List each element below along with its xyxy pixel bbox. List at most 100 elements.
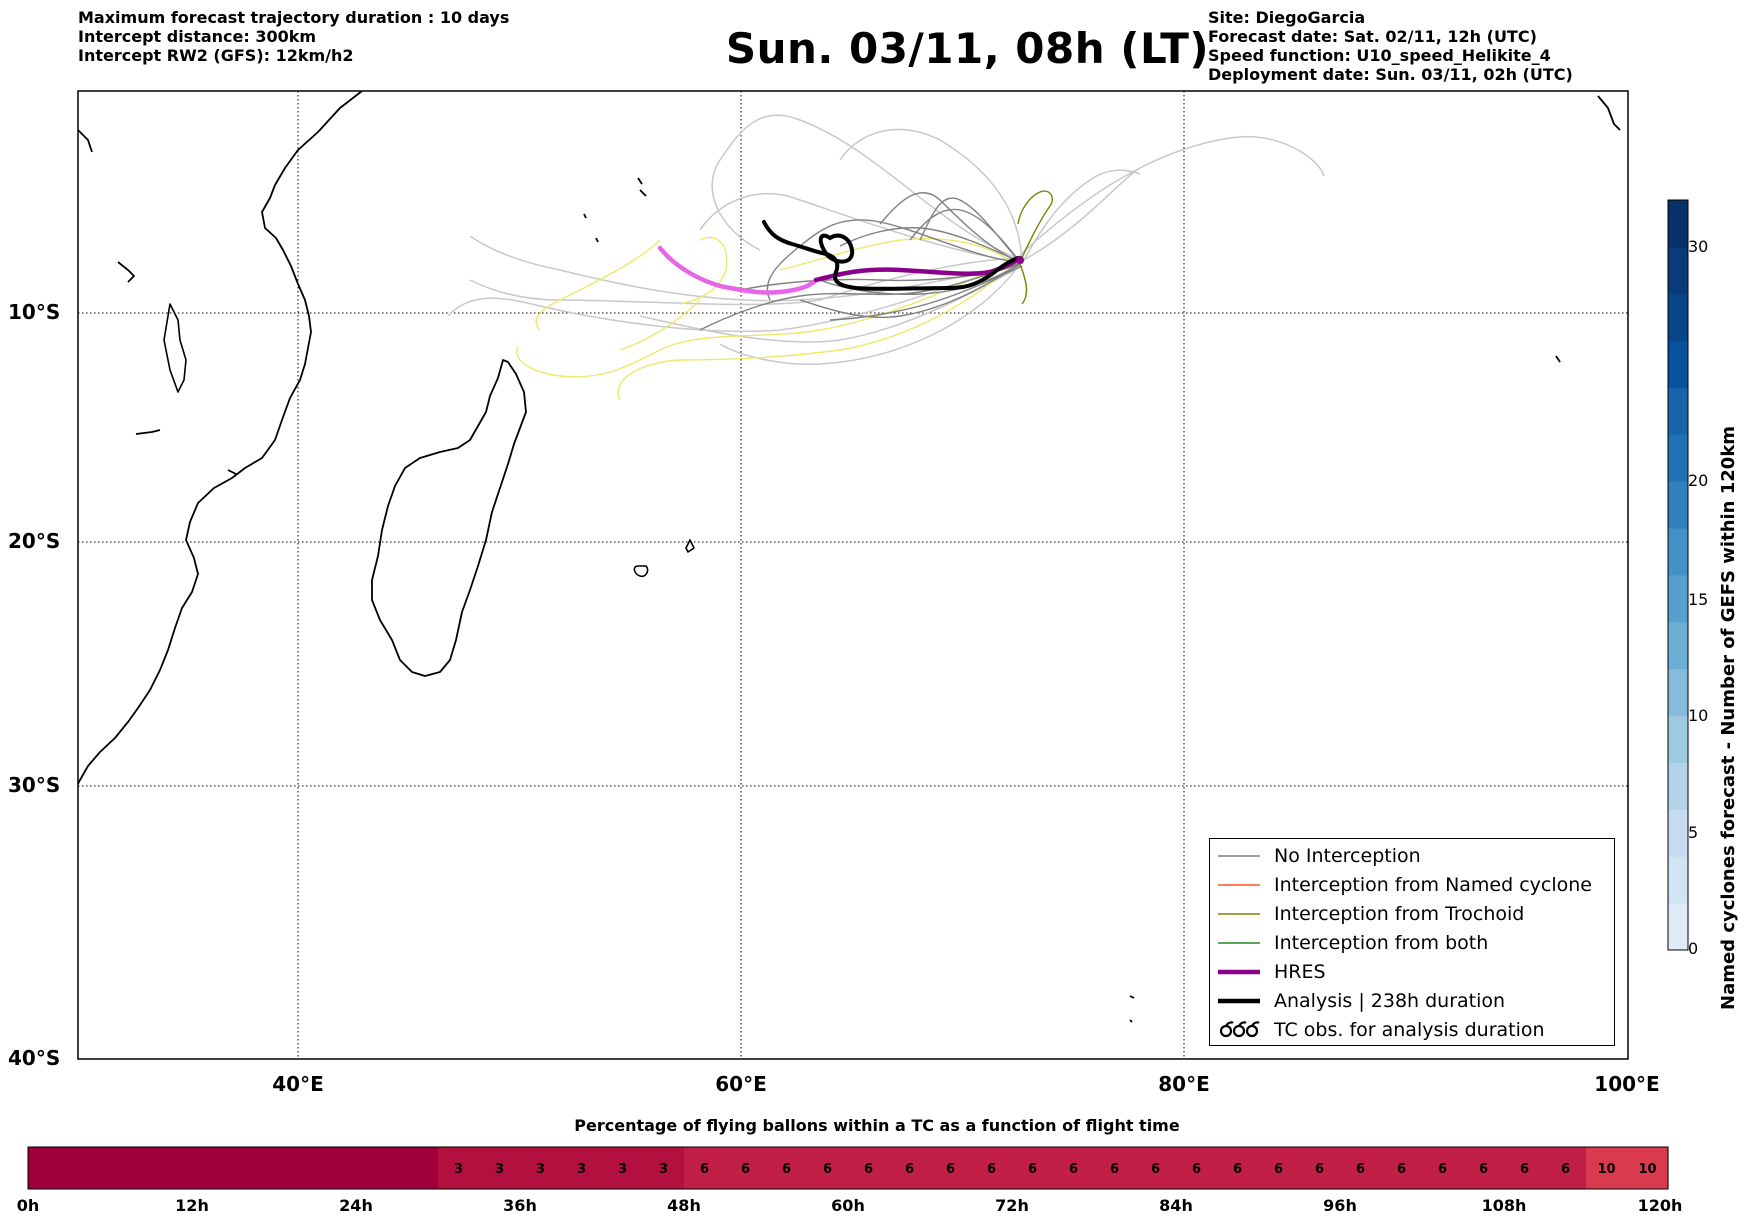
flight-time-cell-value: 6 xyxy=(782,1162,791,1177)
flight-time-axis-label: 48h xyxy=(667,1196,701,1215)
coastlines xyxy=(77,90,1621,1023)
gefs-track xyxy=(469,235,1021,302)
yellow-track xyxy=(619,299,701,351)
flight-time-cell-value: 6 xyxy=(946,1162,955,1177)
flight-time-axis-label: 24h xyxy=(339,1196,373,1215)
flight-time-cell xyxy=(1463,1147,1505,1189)
legend-swatch xyxy=(1218,969,1260,975)
flight-time-cell-value: 6 xyxy=(1192,1162,1201,1177)
lat-label-40s: 40°S xyxy=(8,1046,61,1070)
flight-time-axis-label: 12h xyxy=(175,1196,209,1215)
africa-coastline xyxy=(77,90,363,785)
map-legend: No Interception Interception from Named … xyxy=(1209,838,1615,1046)
gefs-track xyxy=(719,263,1021,366)
yellow-track xyxy=(535,239,661,331)
colorbar-segment xyxy=(1668,387,1688,435)
gefs-track xyxy=(1019,167,1141,263)
deployment-date-text: Deployment date: Sun. 03/11, 02h (UTC) xyxy=(1208,65,1573,84)
legend-label: Interception from Trochoid xyxy=(1274,903,1525,925)
deployment-site-marker xyxy=(1016,256,1024,264)
flight-time-cell xyxy=(274,1147,316,1189)
colorbar-segment xyxy=(1668,856,1688,904)
legend-swatch xyxy=(1218,913,1260,915)
analysis-trajectory xyxy=(762,220,1020,291)
header-right-info: Site: DiegoGarcia Forecast date: Sat. 02… xyxy=(1208,8,1573,84)
yellow-track xyxy=(516,261,1011,378)
grey-track xyxy=(909,208,1021,263)
hres-early-segment xyxy=(657,245,819,295)
flight-time-axis-label: 60h xyxy=(831,1196,865,1215)
flight-time-cell xyxy=(1422,1147,1464,1189)
lon-label-60e: 60°E xyxy=(715,1072,767,1096)
colorbar-tick-20: 20 xyxy=(1688,471,1709,490)
grey-track xyxy=(799,263,1021,318)
flight-time-cell-value: 3 xyxy=(618,1162,627,1177)
colorbar-tick-15: 15 xyxy=(1688,590,1709,609)
madagascar-coastline xyxy=(371,359,527,677)
colorbar-tick-5: 5 xyxy=(1688,823,1699,842)
legend-label: TC obs. for analysis duration xyxy=(1274,1019,1545,1041)
flight-time-cell xyxy=(438,1147,480,1189)
colorbar-segment xyxy=(1668,809,1688,857)
flight-time-cell-value: 6 xyxy=(1520,1162,1529,1177)
flight-time-cell xyxy=(930,1147,972,1189)
legend-item-tc-obs: TC obs. for analysis duration xyxy=(1210,1017,1545,1043)
grey-track xyxy=(766,219,1021,301)
trochoid-track xyxy=(1019,263,1028,305)
flight-time-cell xyxy=(1258,1147,1300,1189)
flight-time-cell-value: 6 xyxy=(905,1162,914,1177)
flight-time-cell-value: 6 xyxy=(1233,1162,1242,1177)
flight-time-cell-value: 6 xyxy=(1028,1162,1037,1177)
flight-time-cell xyxy=(684,1147,726,1189)
flight-time-title: Percentage of flying ballons within a TC… xyxy=(574,1116,1180,1135)
colorbar-segment xyxy=(1668,762,1688,810)
intercept-distance-text: Intercept distance: 300km xyxy=(78,27,317,46)
flight-time-cell xyxy=(356,1147,398,1189)
flight-time-cell-value: 6 xyxy=(1110,1162,1119,1177)
colorbar-segment xyxy=(1668,575,1688,623)
legend-label: Interception from Named cyclone xyxy=(1274,874,1592,896)
flight-time-cell-value: 6 xyxy=(1274,1162,1283,1177)
colorbar-segment xyxy=(1668,903,1688,951)
flight-time-cell xyxy=(725,1147,767,1189)
flight-time-cell xyxy=(1340,1147,1382,1189)
yellow-member-trajectories xyxy=(516,236,1013,401)
legend-item-trochoid: Interception from Trochoid xyxy=(1210,901,1524,927)
legend-label: Interception from both xyxy=(1274,932,1489,954)
lon-label-80e: 80°E xyxy=(1158,1072,1210,1096)
legend-swatch xyxy=(1218,942,1260,944)
flight-time-cell xyxy=(971,1147,1013,1189)
flight-time-cell-value: 6 xyxy=(987,1162,996,1177)
mozambique-channel-island xyxy=(163,303,187,393)
yellow-track xyxy=(617,267,1011,401)
colorbar-segment xyxy=(1668,340,1688,388)
speed-function-text: Speed function: U10_speed_Helikite_4 xyxy=(1208,46,1551,65)
lon-label-100e: 100°E xyxy=(1594,1072,1660,1096)
flight-time-cell-value: 6 xyxy=(1151,1162,1160,1177)
flight-time-cell-value: 10 xyxy=(1597,1162,1615,1177)
flight-time-cell xyxy=(643,1147,685,1189)
page-title: Sun. 03/11, 08h (LT) xyxy=(725,24,1210,73)
legend-label: HRES xyxy=(1274,961,1326,983)
colorbar-frame xyxy=(1667,199,1689,951)
flight-time-cell xyxy=(1053,1147,1095,1189)
grey-track xyxy=(699,261,1023,331)
colorbar-segment xyxy=(1668,528,1688,576)
flight-time-axis-label: 84h xyxy=(1159,1196,1193,1215)
grey-track xyxy=(879,192,1021,263)
analysis-loop xyxy=(818,233,855,264)
mauritius-island xyxy=(633,565,649,578)
lat-label-10s: 10°S xyxy=(8,300,61,324)
flight-time-cell-value: 6 xyxy=(1397,1162,1406,1177)
flight-time-cell xyxy=(1012,1147,1054,1189)
header-left-info: Maximum forecast trajectory duration : 1… xyxy=(78,8,509,65)
tc-symbol-icon xyxy=(1219,1021,1260,1038)
flight-time-cell xyxy=(1586,1147,1628,1189)
small-islands-west xyxy=(135,429,237,475)
flight-time-cell xyxy=(1381,1147,1423,1189)
gefs-track xyxy=(1021,169,1141,265)
flight-time-cell-value: 6 xyxy=(864,1162,873,1177)
flight-time-cell xyxy=(1299,1147,1341,1189)
forecast-date-text: Forecast date: Sat. 02/11, 12h (UTC) xyxy=(1208,27,1537,46)
colorbar-segment xyxy=(1668,200,1688,248)
